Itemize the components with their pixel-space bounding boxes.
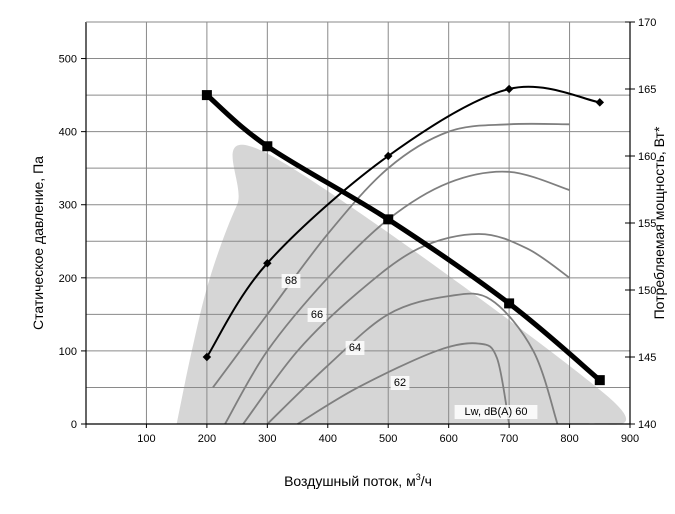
y2-tick-label: 140 — [638, 419, 656, 431]
noise-lines-layer: Lw, dB(A) 60 62 64 66 68 — [212, 122, 571, 425]
pressure-point — [201, 90, 212, 101]
x-tick-label: 300 — [258, 433, 276, 445]
noise-label: 66 — [311, 309, 323, 321]
x-tick-label: 800 — [560, 433, 578, 445]
x-tick-label: 500 — [379, 433, 397, 445]
labels-layer: Воздушный поток, м3/ч Статическое давлени… — [30, 126, 667, 489]
y2-tick-label: 165 — [638, 84, 656, 96]
power-point — [202, 352, 212, 362]
noise-label-bg — [390, 376, 410, 390]
noise-line-0 — [297, 342, 510, 425]
y-tick-label: 0 — [71, 419, 77, 431]
noise-line-4 — [212, 122, 570, 388]
x-tick-label: 100 — [137, 433, 155, 445]
noise-label-bg — [345, 341, 365, 355]
noise-label: 68 — [285, 275, 297, 287]
pressure-curve-layer — [201, 90, 605, 386]
axes-layer: 100 200 300 400 500 600 700 800 900 0 100 200 300 400… — [59, 17, 657, 445]
y-tick-label: 200 — [59, 273, 77, 285]
operating-area-layer — [176, 144, 627, 425]
y-axis-label: Статическое давление, Па — [30, 156, 46, 330]
y-tick-label: 400 — [59, 127, 77, 139]
y2-tick-label: 150 — [638, 285, 656, 297]
noise-line-3 — [224, 170, 570, 425]
noise-label-bg — [454, 405, 538, 419]
pressure-point — [262, 141, 273, 152]
y2-tick-label: 155 — [638, 218, 656, 230]
pressure-point — [594, 375, 605, 386]
pressure-point — [504, 298, 515, 309]
power-point — [504, 84, 514, 94]
y-tick-label: 300 — [59, 200, 77, 212]
operating-area — [176, 144, 627, 425]
y2-tick-label: 170 — [638, 17, 656, 29]
y2-tick-label: 145 — [638, 352, 656, 364]
noise-label-bg — [307, 308, 327, 322]
y2-axis-label: Потребляемая мощность, Вт* — [651, 126, 667, 319]
power-point — [263, 258, 272, 268]
noise-label: 62 — [394, 377, 406, 389]
y-tick-label: 100 — [59, 346, 77, 358]
x-tick-label: 600 — [439, 433, 457, 445]
x-tick-label: 400 — [319, 433, 337, 445]
power-point — [383, 151, 393, 161]
y2-tick-label: 160 — [638, 151, 656, 163]
grid-layer — [86, 22, 630, 424]
y-tick-label: 500 — [59, 54, 77, 66]
noise-line-2 — [242, 233, 571, 425]
noise-label: 64 — [349, 342, 361, 354]
x-tick-label: 200 — [198, 433, 216, 445]
pressure-point — [383, 214, 394, 225]
power-point — [595, 98, 605, 107]
noise-label: Lw, dB(A) 60 — [465, 406, 528, 418]
x-axis-label: Воздушный поток, м3/ч — [284, 472, 432, 489]
x-tick-label: 700 — [500, 433, 518, 445]
noise-line-1 — [266, 292, 559, 425]
x-tick-label: 900 — [621, 433, 639, 445]
noise-label-bg — [281, 274, 301, 288]
